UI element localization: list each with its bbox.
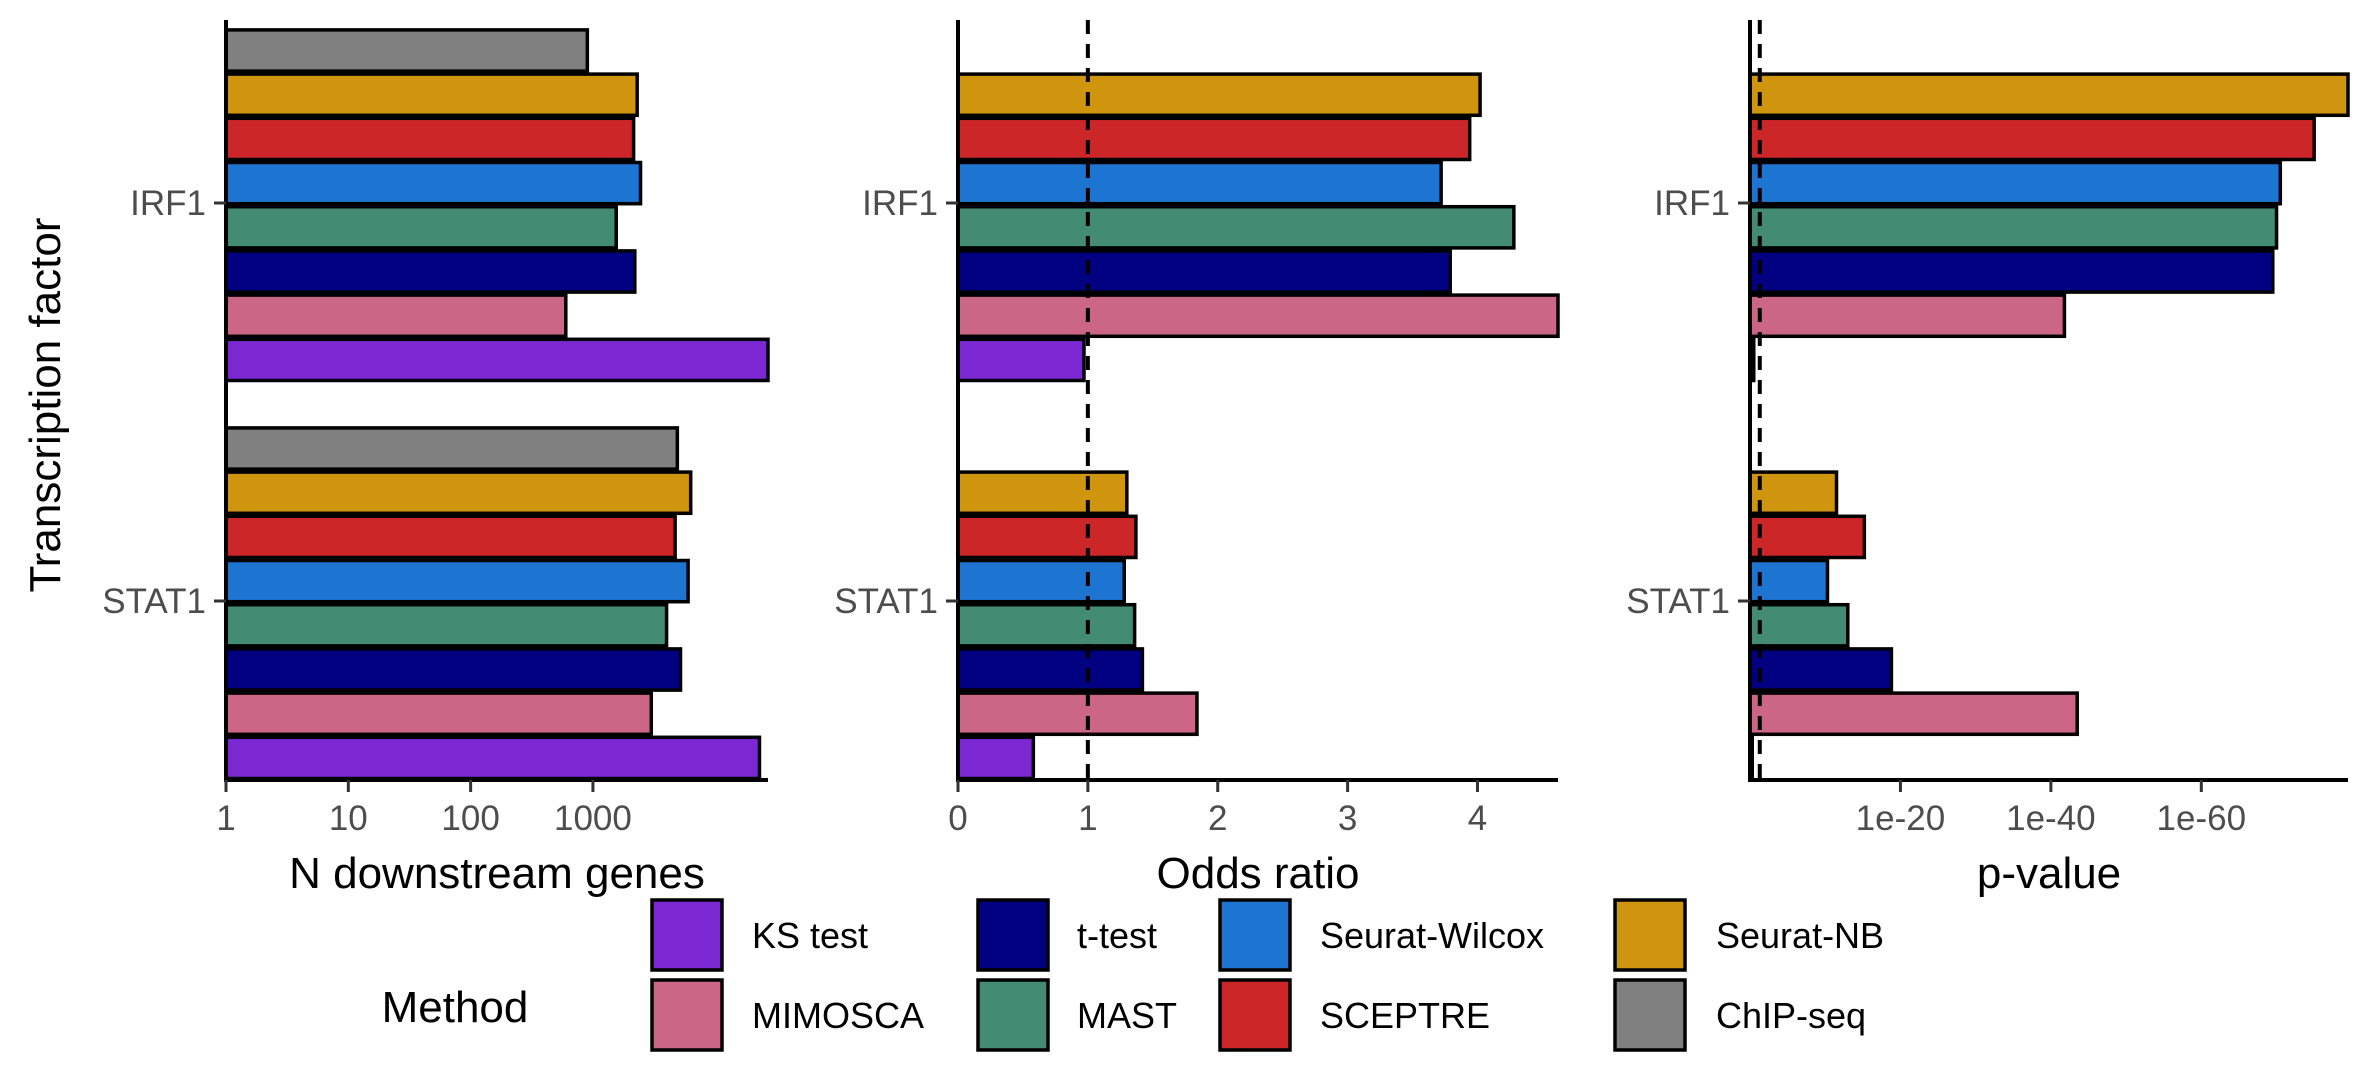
bar-irf1-mast xyxy=(224,204,618,250)
x-tick-label: 0 xyxy=(948,799,967,838)
bar-irf1-seurat-wilcox xyxy=(956,160,1443,206)
bar-stat1-ks-test xyxy=(956,735,1036,781)
bar-stat1-seurat-wilcox xyxy=(1748,558,1830,604)
x-tick-label: 1e-20 xyxy=(1856,799,1946,838)
x-tick-label: 1 xyxy=(1078,799,1097,838)
legend-label-seurat-wilcox: Seurat-Wilcox xyxy=(1320,915,1544,956)
legend-label-seurat-nb: Seurat-NB xyxy=(1716,915,1884,956)
bar-irf1-ks-test xyxy=(956,337,1086,383)
y-tick-label-stat1: STAT1 xyxy=(1626,582,1730,621)
legend-key-seurat-nb xyxy=(1613,898,1687,972)
bar-stat1-sceptre xyxy=(1748,514,1867,560)
x-tick-label: 1000 xyxy=(554,799,632,838)
y-tick-label-stat1: STAT1 xyxy=(102,582,206,621)
bar-stat1-seurat-nb xyxy=(1748,470,1839,516)
x-tick-label: 3 xyxy=(1338,799,1357,838)
x-axis-title: N downstream genes xyxy=(289,849,705,898)
bar-stat1-mast xyxy=(1748,602,1850,648)
legend-label-t-test: t-test xyxy=(1077,915,1157,956)
legend-title: Method xyxy=(382,983,529,1032)
y-tick-label-stat1: STAT1 xyxy=(834,582,938,621)
bar-stat1-t-test xyxy=(224,647,683,692)
x-tick-label: 1e-40 xyxy=(2006,799,2096,838)
bar-irf1-sceptre xyxy=(1748,116,2316,162)
bar-stat1-seurat-nb xyxy=(224,470,693,516)
bar-stat1-chip-seq xyxy=(224,426,680,471)
bar-irf1-mast xyxy=(956,204,1516,250)
bar-irf1-mast xyxy=(1748,204,2279,250)
bar-stat1-t-test xyxy=(1748,647,1894,692)
bar-stat1-ks-test xyxy=(224,735,762,781)
bar-irf1-t-test xyxy=(956,249,1452,294)
x-axis-title: Odds ratio xyxy=(1157,849,1360,898)
bar-irf1-seurat-nb xyxy=(1748,72,2350,118)
bar-irf1-mimosca xyxy=(1748,293,2067,339)
bar-irf1-mimosca xyxy=(224,293,568,339)
x-tick-label: 2 xyxy=(1208,799,1227,838)
bar-stat1-sceptre xyxy=(956,514,1138,560)
bar-stat1-mimosca xyxy=(1748,691,2079,737)
bar-stat1-mast xyxy=(956,602,1137,648)
bar-stat1-t-test xyxy=(956,647,1145,692)
legend-key-t-test xyxy=(976,898,1050,972)
bar-irf1-sceptre xyxy=(956,116,1472,162)
x-tick-label: 100 xyxy=(441,799,499,838)
x-axis-title: p-value xyxy=(1977,849,2121,898)
bar-stat1-mast xyxy=(224,602,669,648)
y-tick-label-irf1: IRF1 xyxy=(130,184,206,223)
bar-irf1-seurat-wilcox xyxy=(1748,160,2283,206)
y-tick-label-irf1: IRF1 xyxy=(862,184,938,223)
legend: Method KS test MIMOSCA t-test MAST Seurat-Wi… xyxy=(382,898,1884,1052)
legend-label-chip-seq: ChIP-seq xyxy=(1716,995,1866,1036)
legend-label-ks-test: KS test xyxy=(752,915,868,956)
bar-irf1-t-test xyxy=(224,249,637,294)
legend-label-sceptre: SCEPTRE xyxy=(1320,995,1490,1036)
bar-irf1-sceptre xyxy=(224,116,636,162)
panel-p-value: IRF1 STAT1 1e-20 1e-40 1e-60 p-value xyxy=(1626,20,2350,898)
bar-stat1-seurat-wilcox xyxy=(224,558,690,604)
x-tick-label: 10 xyxy=(329,799,368,838)
bar-stat1-mimosca xyxy=(956,691,1199,737)
legend-key-seurat-wilcox xyxy=(1218,898,1292,972)
x-tick-label: 1e-60 xyxy=(2157,799,2247,838)
bar-stat1-seurat-nb xyxy=(956,470,1129,516)
legend-key-sceptre xyxy=(1218,978,1292,1052)
panel-n-downstream-genes: IRF1 STAT1 1 10 100 1000 N downstream genes xyxy=(102,20,770,898)
panel-odds-ratio: IRF1 STAT1 0 1 2 3 4 Odds ratio xyxy=(834,20,1560,898)
x-tick-label: 4 xyxy=(1468,799,1487,838)
legend-label-mimosca: MIMOSCA xyxy=(752,995,924,1036)
y-axis-title: Transcription factor xyxy=(21,218,70,593)
bar-stat1-sceptre xyxy=(224,514,677,560)
bar-irf1-seurat-nb xyxy=(956,72,1482,118)
bar-irf1-ks-test xyxy=(224,337,770,383)
bar-stat1-seurat-wilcox xyxy=(956,558,1126,604)
legend-label-mast: MAST xyxy=(1077,995,1177,1036)
bar-irf1-t-test xyxy=(1748,249,2275,294)
legend-key-mast xyxy=(976,978,1050,1052)
bar-irf1-seurat-nb xyxy=(224,72,639,118)
legend-key-chip-seq xyxy=(1613,978,1687,1052)
legend-key-mimosca xyxy=(650,978,724,1052)
bar-irf1-seurat-wilcox xyxy=(224,160,643,206)
y-tick-label-irf1: IRF1 xyxy=(1654,184,1730,223)
bar-stat1-mimosca xyxy=(224,691,654,737)
bar-irf1-chip-seq xyxy=(224,28,590,73)
bar-irf1-mimosca xyxy=(956,293,1560,339)
legend-key-ks-test xyxy=(650,898,724,972)
x-tick-label: 1 xyxy=(216,799,235,838)
